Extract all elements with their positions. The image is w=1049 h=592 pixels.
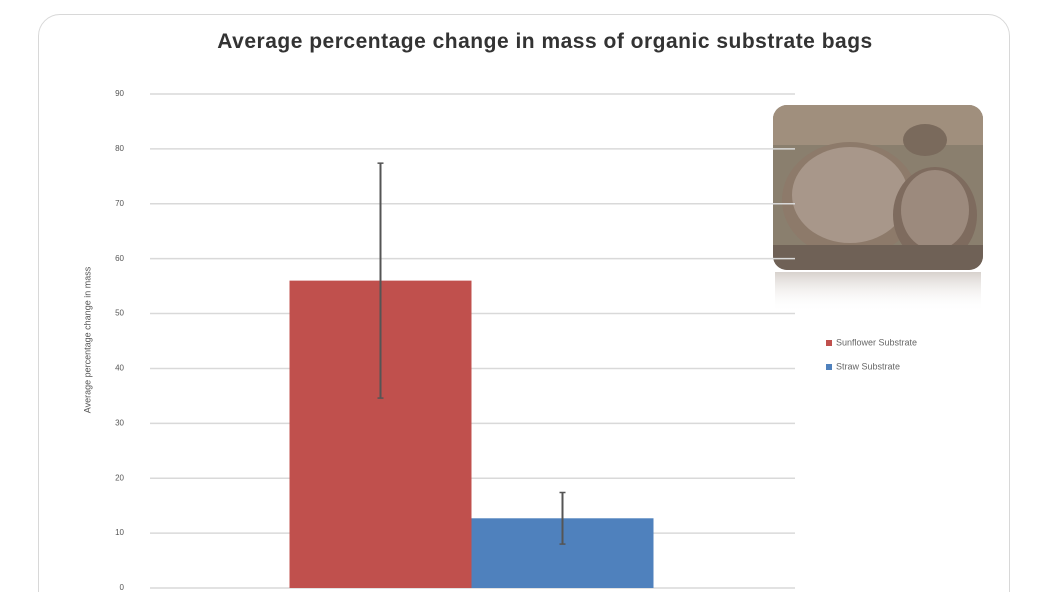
photo <box>773 105 983 312</box>
y-tick-label: 0 <box>120 583 125 592</box>
legend-swatch <box>826 364 832 370</box>
y-tick-label: 70 <box>115 199 124 208</box>
y-tick-label: 50 <box>115 309 124 318</box>
y-tick-label: 20 <box>115 473 124 482</box>
chart-title: Average percentage change in mass of org… <box>217 30 873 53</box>
legend-label: Sunflower Substrate <box>836 337 917 347</box>
y-axis-title: Average percentage change in mass <box>82 266 92 413</box>
y-tick-label: 30 <box>115 418 124 427</box>
y-tick-label: 80 <box>115 144 124 153</box>
y-tick-label: 10 <box>115 528 124 537</box>
y-tick-label: 60 <box>115 254 124 263</box>
y-tick-label: 90 <box>115 89 124 98</box>
legend-swatch <box>826 340 832 346</box>
y-tick-label: 40 <box>115 364 124 373</box>
legend-label: Straw Substrate <box>836 361 900 371</box>
